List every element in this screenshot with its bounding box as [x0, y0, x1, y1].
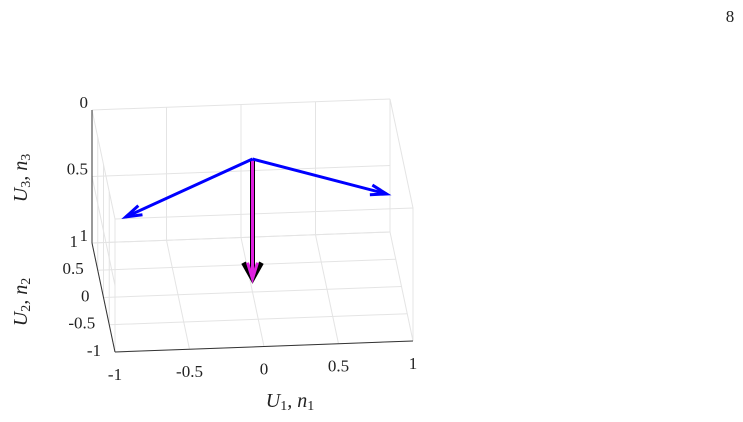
grid-line [91, 176, 116, 286]
vector-head [246, 262, 259, 284]
z-tick-label: 0.5 [67, 159, 88, 178]
vector-head [369, 183, 392, 197]
y-tick-label: -1 [87, 341, 101, 360]
z-tick-label: 1 [80, 226, 89, 245]
vector-head [121, 204, 143, 219]
vector-shaft [125, 157, 254, 219]
x-tick-label: 0.5 [328, 357, 349, 376]
z-axis-label: U3, n3 [10, 154, 35, 202]
y-tick-label: 1 [70, 232, 79, 251]
page-number: 8 [726, 7, 735, 26]
z-tick-label: 0 [80, 93, 89, 112]
x-axis-line [114, 340, 414, 353]
grid-line [109, 313, 408, 326]
x-tick-label: -0.5 [176, 362, 203, 381]
grid-line [91, 165, 391, 177]
grid-line [103, 286, 402, 298]
y-tick-label: -0.5 [68, 314, 95, 333]
grid-line [91, 109, 116, 220]
x-axis-label: U1, n1 [266, 390, 314, 415]
grid-line [91, 98, 391, 111]
box-edge [389, 98, 414, 209]
grid-line [91, 231, 391, 244]
box-edge [114, 207, 414, 220]
y-axis-line [91, 242, 116, 353]
x-tick-label: -1 [108, 365, 122, 384]
x-tick-label: 1 [409, 354, 418, 373]
y-tick-label: 0 [81, 286, 90, 305]
vector-shaft [252, 157, 387, 196]
x-tick-label: 0 [260, 359, 269, 378]
y-axis-label: U2, n2 [10, 278, 35, 326]
y-tick-label: 0.5 [63, 259, 84, 278]
